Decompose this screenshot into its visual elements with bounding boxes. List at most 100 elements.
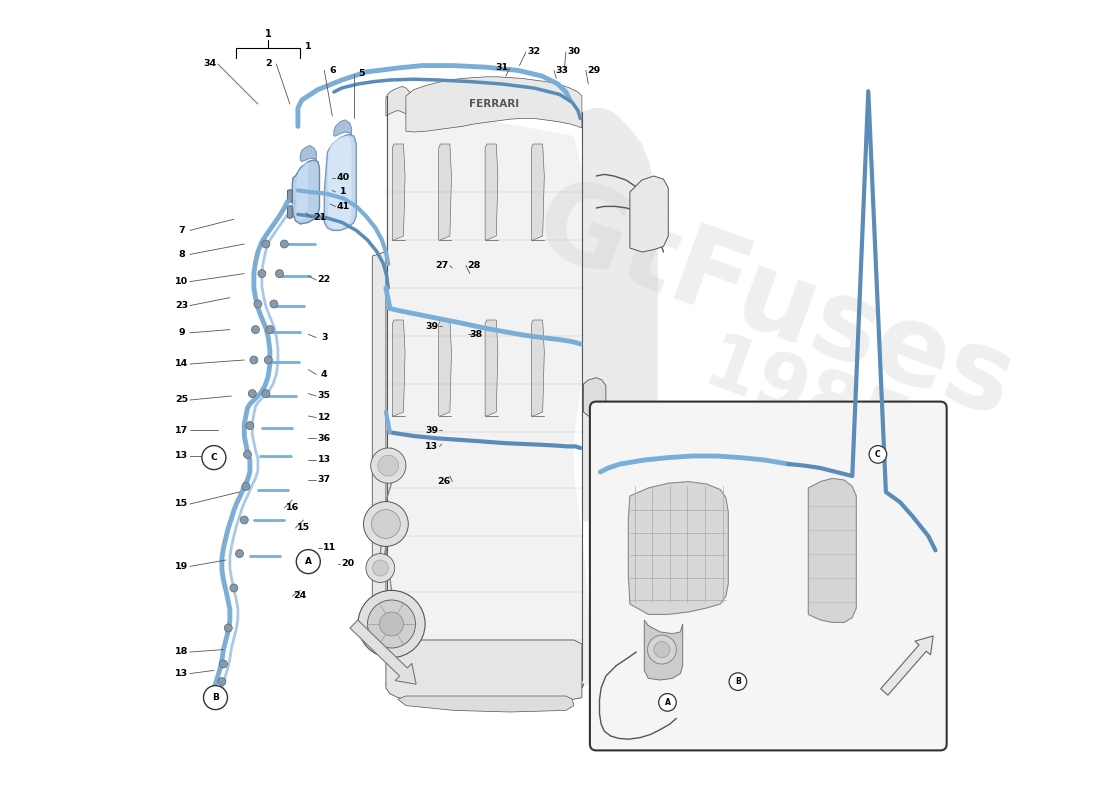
- Circle shape: [262, 390, 270, 398]
- Circle shape: [242, 482, 250, 490]
- Text: 24: 24: [294, 591, 307, 601]
- FancyBboxPatch shape: [590, 402, 947, 750]
- Text: 8: 8: [178, 250, 185, 259]
- Circle shape: [240, 516, 249, 524]
- Text: A: A: [664, 698, 670, 707]
- Text: 15: 15: [175, 499, 188, 509]
- Circle shape: [218, 678, 226, 686]
- Polygon shape: [439, 144, 451, 240]
- Circle shape: [378, 455, 398, 476]
- Text: 1985: 1985: [693, 329, 918, 471]
- Text: 22: 22: [318, 275, 331, 285]
- Text: 15: 15: [297, 523, 310, 533]
- Circle shape: [280, 240, 288, 248]
- Text: 18: 18: [175, 647, 188, 657]
- Circle shape: [254, 300, 262, 308]
- Text: 32: 32: [527, 47, 540, 57]
- Polygon shape: [406, 77, 582, 132]
- Polygon shape: [324, 134, 356, 230]
- Polygon shape: [386, 96, 592, 690]
- Text: a passion: a passion: [615, 429, 868, 563]
- Text: 41: 41: [337, 202, 350, 211]
- Circle shape: [275, 270, 284, 278]
- Text: 13: 13: [425, 442, 438, 451]
- Text: 1: 1: [305, 42, 311, 51]
- Text: 19: 19: [175, 562, 188, 571]
- Polygon shape: [808, 478, 856, 622]
- Text: FERRARI: FERRARI: [469, 99, 519, 109]
- Text: 38: 38: [470, 330, 483, 339]
- Circle shape: [257, 270, 266, 278]
- Polygon shape: [628, 482, 728, 614]
- Text: 29: 29: [587, 66, 601, 75]
- Circle shape: [367, 600, 416, 648]
- Text: 10: 10: [175, 277, 188, 286]
- Polygon shape: [582, 108, 658, 522]
- Circle shape: [372, 510, 400, 538]
- Text: 27: 27: [436, 261, 449, 270]
- Polygon shape: [293, 160, 319, 224]
- Text: 7: 7: [178, 226, 185, 235]
- Polygon shape: [386, 86, 412, 116]
- Circle shape: [648, 635, 676, 664]
- Circle shape: [224, 624, 232, 632]
- Circle shape: [262, 240, 270, 248]
- Text: 25: 25: [175, 395, 188, 405]
- Circle shape: [252, 326, 260, 334]
- Circle shape: [246, 422, 254, 430]
- Text: GtFuses: GtFuses: [520, 168, 1027, 440]
- Text: C: C: [876, 450, 881, 459]
- Text: 11: 11: [323, 543, 337, 553]
- Text: 26: 26: [438, 477, 451, 486]
- Text: 17: 17: [175, 426, 188, 435]
- Text: 23: 23: [175, 301, 188, 310]
- Polygon shape: [398, 696, 574, 712]
- Text: 9: 9: [178, 328, 185, 338]
- Polygon shape: [630, 176, 669, 252]
- Circle shape: [250, 356, 257, 364]
- Text: 4: 4: [321, 370, 328, 379]
- Circle shape: [659, 694, 676, 711]
- Text: 20: 20: [342, 559, 355, 569]
- Text: 14: 14: [175, 359, 188, 369]
- Text: 13: 13: [175, 669, 188, 678]
- Text: 39: 39: [425, 322, 438, 331]
- Circle shape: [230, 584, 238, 592]
- Polygon shape: [393, 144, 405, 240]
- Text: 39: 39: [425, 426, 438, 435]
- Circle shape: [220, 660, 228, 668]
- Circle shape: [202, 446, 226, 470]
- FancyArrow shape: [350, 620, 416, 684]
- Text: 37: 37: [318, 475, 331, 485]
- Circle shape: [296, 550, 320, 574]
- Text: 12: 12: [318, 413, 331, 422]
- Polygon shape: [531, 320, 544, 416]
- Text: 35: 35: [318, 391, 331, 401]
- Circle shape: [366, 554, 395, 582]
- Text: 1: 1: [265, 29, 272, 38]
- Polygon shape: [531, 144, 544, 240]
- Text: 36: 36: [318, 434, 331, 443]
- Text: 2: 2: [265, 59, 272, 69]
- Polygon shape: [300, 146, 317, 162]
- Polygon shape: [287, 190, 293, 202]
- Polygon shape: [334, 120, 352, 136]
- Text: 30: 30: [568, 47, 581, 57]
- FancyArrow shape: [881, 636, 933, 695]
- Text: 33: 33: [556, 66, 569, 75]
- Circle shape: [235, 550, 243, 558]
- Text: 6: 6: [329, 66, 336, 75]
- Text: A: A: [305, 557, 311, 566]
- Text: 13: 13: [318, 455, 331, 465]
- Circle shape: [653, 642, 670, 658]
- Polygon shape: [485, 144, 498, 240]
- Circle shape: [249, 390, 256, 398]
- Circle shape: [266, 326, 274, 334]
- Circle shape: [363, 502, 408, 546]
- Text: 34: 34: [204, 59, 217, 69]
- Circle shape: [204, 686, 228, 710]
- Polygon shape: [439, 320, 451, 416]
- Circle shape: [869, 446, 887, 463]
- Circle shape: [379, 612, 404, 636]
- Polygon shape: [386, 636, 582, 699]
